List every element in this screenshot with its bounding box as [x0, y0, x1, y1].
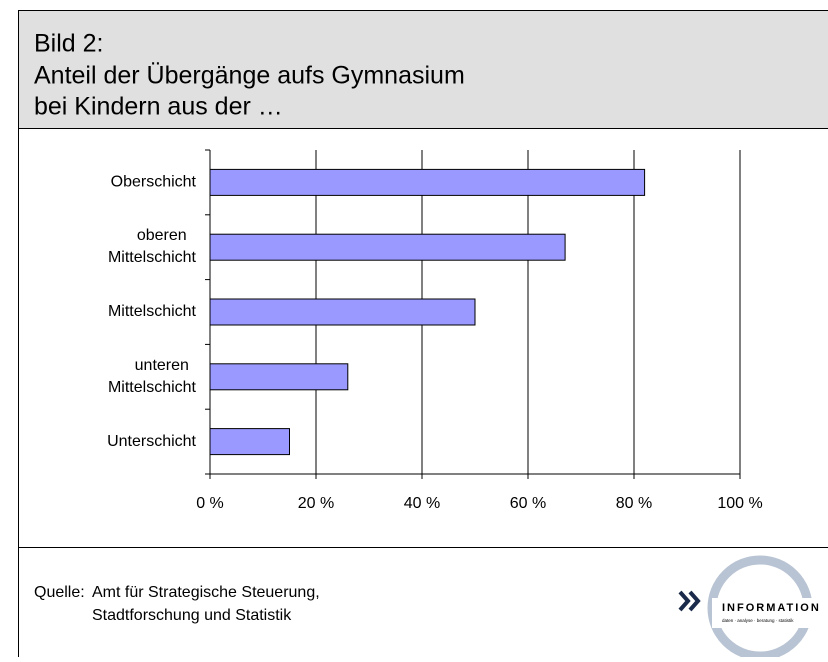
y-tick-label: Oberschicht: [111, 174, 197, 191]
x-tick-label: 60 %: [510, 495, 546, 512]
logo-tagline: daten · analyse · beratung · statistik: [722, 618, 794, 623]
logo-text: INFORMATION: [722, 602, 821, 614]
logo: INFORMATION daten · analyse · beratung ·…: [680, 560, 828, 656]
header-line: bei Kindern aus der …: [34, 93, 283, 121]
bar: [210, 234, 565, 260]
header-line: Bild 2:: [34, 30, 103, 58]
y-tick-label: oberen Mittelschicht: [108, 227, 197, 266]
logo-arrows: [680, 592, 698, 610]
x-tick-label: 80 %: [616, 495, 652, 512]
header-line: Anteil der Übergänge aufs Gymnasium: [34, 62, 465, 90]
bar: [210, 364, 348, 390]
bar: [210, 169, 645, 195]
source-label: Quelle:: [34, 584, 85, 601]
bar: [210, 429, 290, 455]
y-tick-label: Mittelschicht: [108, 303, 197, 320]
x-tick-label: 40 %: [404, 495, 440, 512]
bar: [210, 299, 475, 325]
source-line: Stadtforschung und Statistik: [92, 607, 292, 624]
x-tick-label: 20 %: [298, 495, 334, 512]
x-tick-label: 100 %: [717, 495, 762, 512]
y-tick-label: Unterschicht: [107, 433, 196, 450]
source-line: Amt für Strategische Steuerung,: [92, 584, 320, 601]
y-tick-label: unteren Mittelschicht: [108, 357, 197, 396]
x-tick-label: 0 %: [196, 495, 224, 512]
